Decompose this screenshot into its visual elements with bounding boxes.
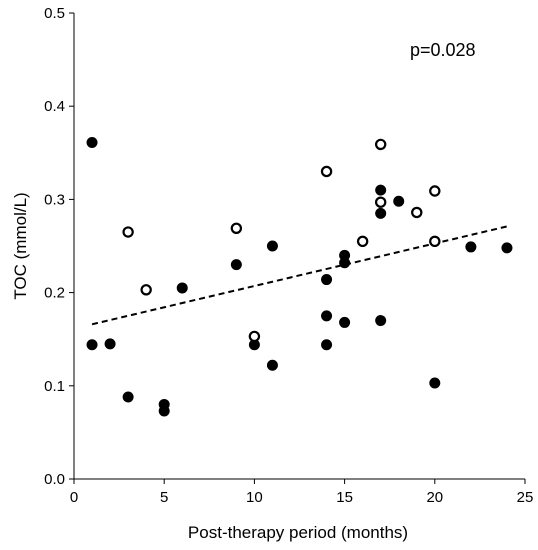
filled-data-point [465, 241, 477, 253]
filled-data-point [375, 184, 387, 196]
filled-data-point [86, 339, 98, 351]
filled-data-point [339, 316, 351, 328]
filled-data-point [321, 310, 333, 322]
p-value-annotation: p=0.028 [410, 40, 476, 60]
y-axis-label: TOC (mmol/L) [11, 192, 30, 299]
filled-data-point [266, 359, 278, 371]
open-data-point [140, 284, 152, 296]
x-tick-label: 5 [160, 489, 168, 506]
filled-data-point [321, 274, 333, 286]
open-data-point [230, 222, 243, 234]
x-tick-label: 10 [246, 489, 263, 506]
y-tick-label: 0.5 [44, 5, 65, 22]
filled-data-point [122, 391, 134, 403]
trendline [91, 225, 508, 326]
filled-data-point [375, 315, 387, 327]
y-tick-label: 0.2 [44, 285, 65, 302]
filled-data-point [104, 338, 116, 350]
filled-data-point [321, 339, 333, 351]
filled-data-point [158, 405, 170, 417]
x-tick-label: 25 [517, 489, 534, 506]
axes [73, 13, 525, 480]
x-axis-label: Post-therapy period (months) [188, 523, 408, 542]
open-data-point [320, 165, 333, 178]
open-data-point [248, 330, 261, 343]
y-tick-label: 0.4 [44, 98, 65, 115]
filled-data-point [266, 240, 278, 252]
x-tick-label: 0 [70, 489, 78, 506]
open-data-point [429, 235, 441, 248]
open-data-point [374, 138, 387, 151]
open-data-point [429, 185, 441, 197]
open-data-point [411, 206, 423, 219]
y-tick-label: 0.1 [44, 378, 65, 395]
x-tick-label: 15 [336, 489, 353, 506]
open-data-point [122, 226, 134, 238]
filled-data-point [375, 207, 387, 219]
filled-data-point [86, 137, 98, 149]
data-points [86, 137, 513, 417]
filled-data-point [176, 282, 188, 294]
filled-data-point [501, 242, 513, 254]
filled-data-point [393, 195, 405, 207]
y-ticks: 0.0 0.1 0.2 0.3 0.4 0.5 [44, 5, 74, 488]
open-data-point [356, 235, 369, 248]
y-tick-label: 0.3 [44, 191, 65, 208]
trendline-group [91, 225, 508, 326]
filled-data-point [230, 259, 242, 271]
open-data-point [374, 196, 387, 208]
x-tick-label: 20 [426, 489, 443, 506]
y-tick-label: 0.0 [44, 471, 65, 488]
filled-data-point [339, 257, 351, 269]
filled-data-point [429, 377, 441, 389]
x-ticks: 0 5 10 15 20 25 [70, 479, 534, 506]
